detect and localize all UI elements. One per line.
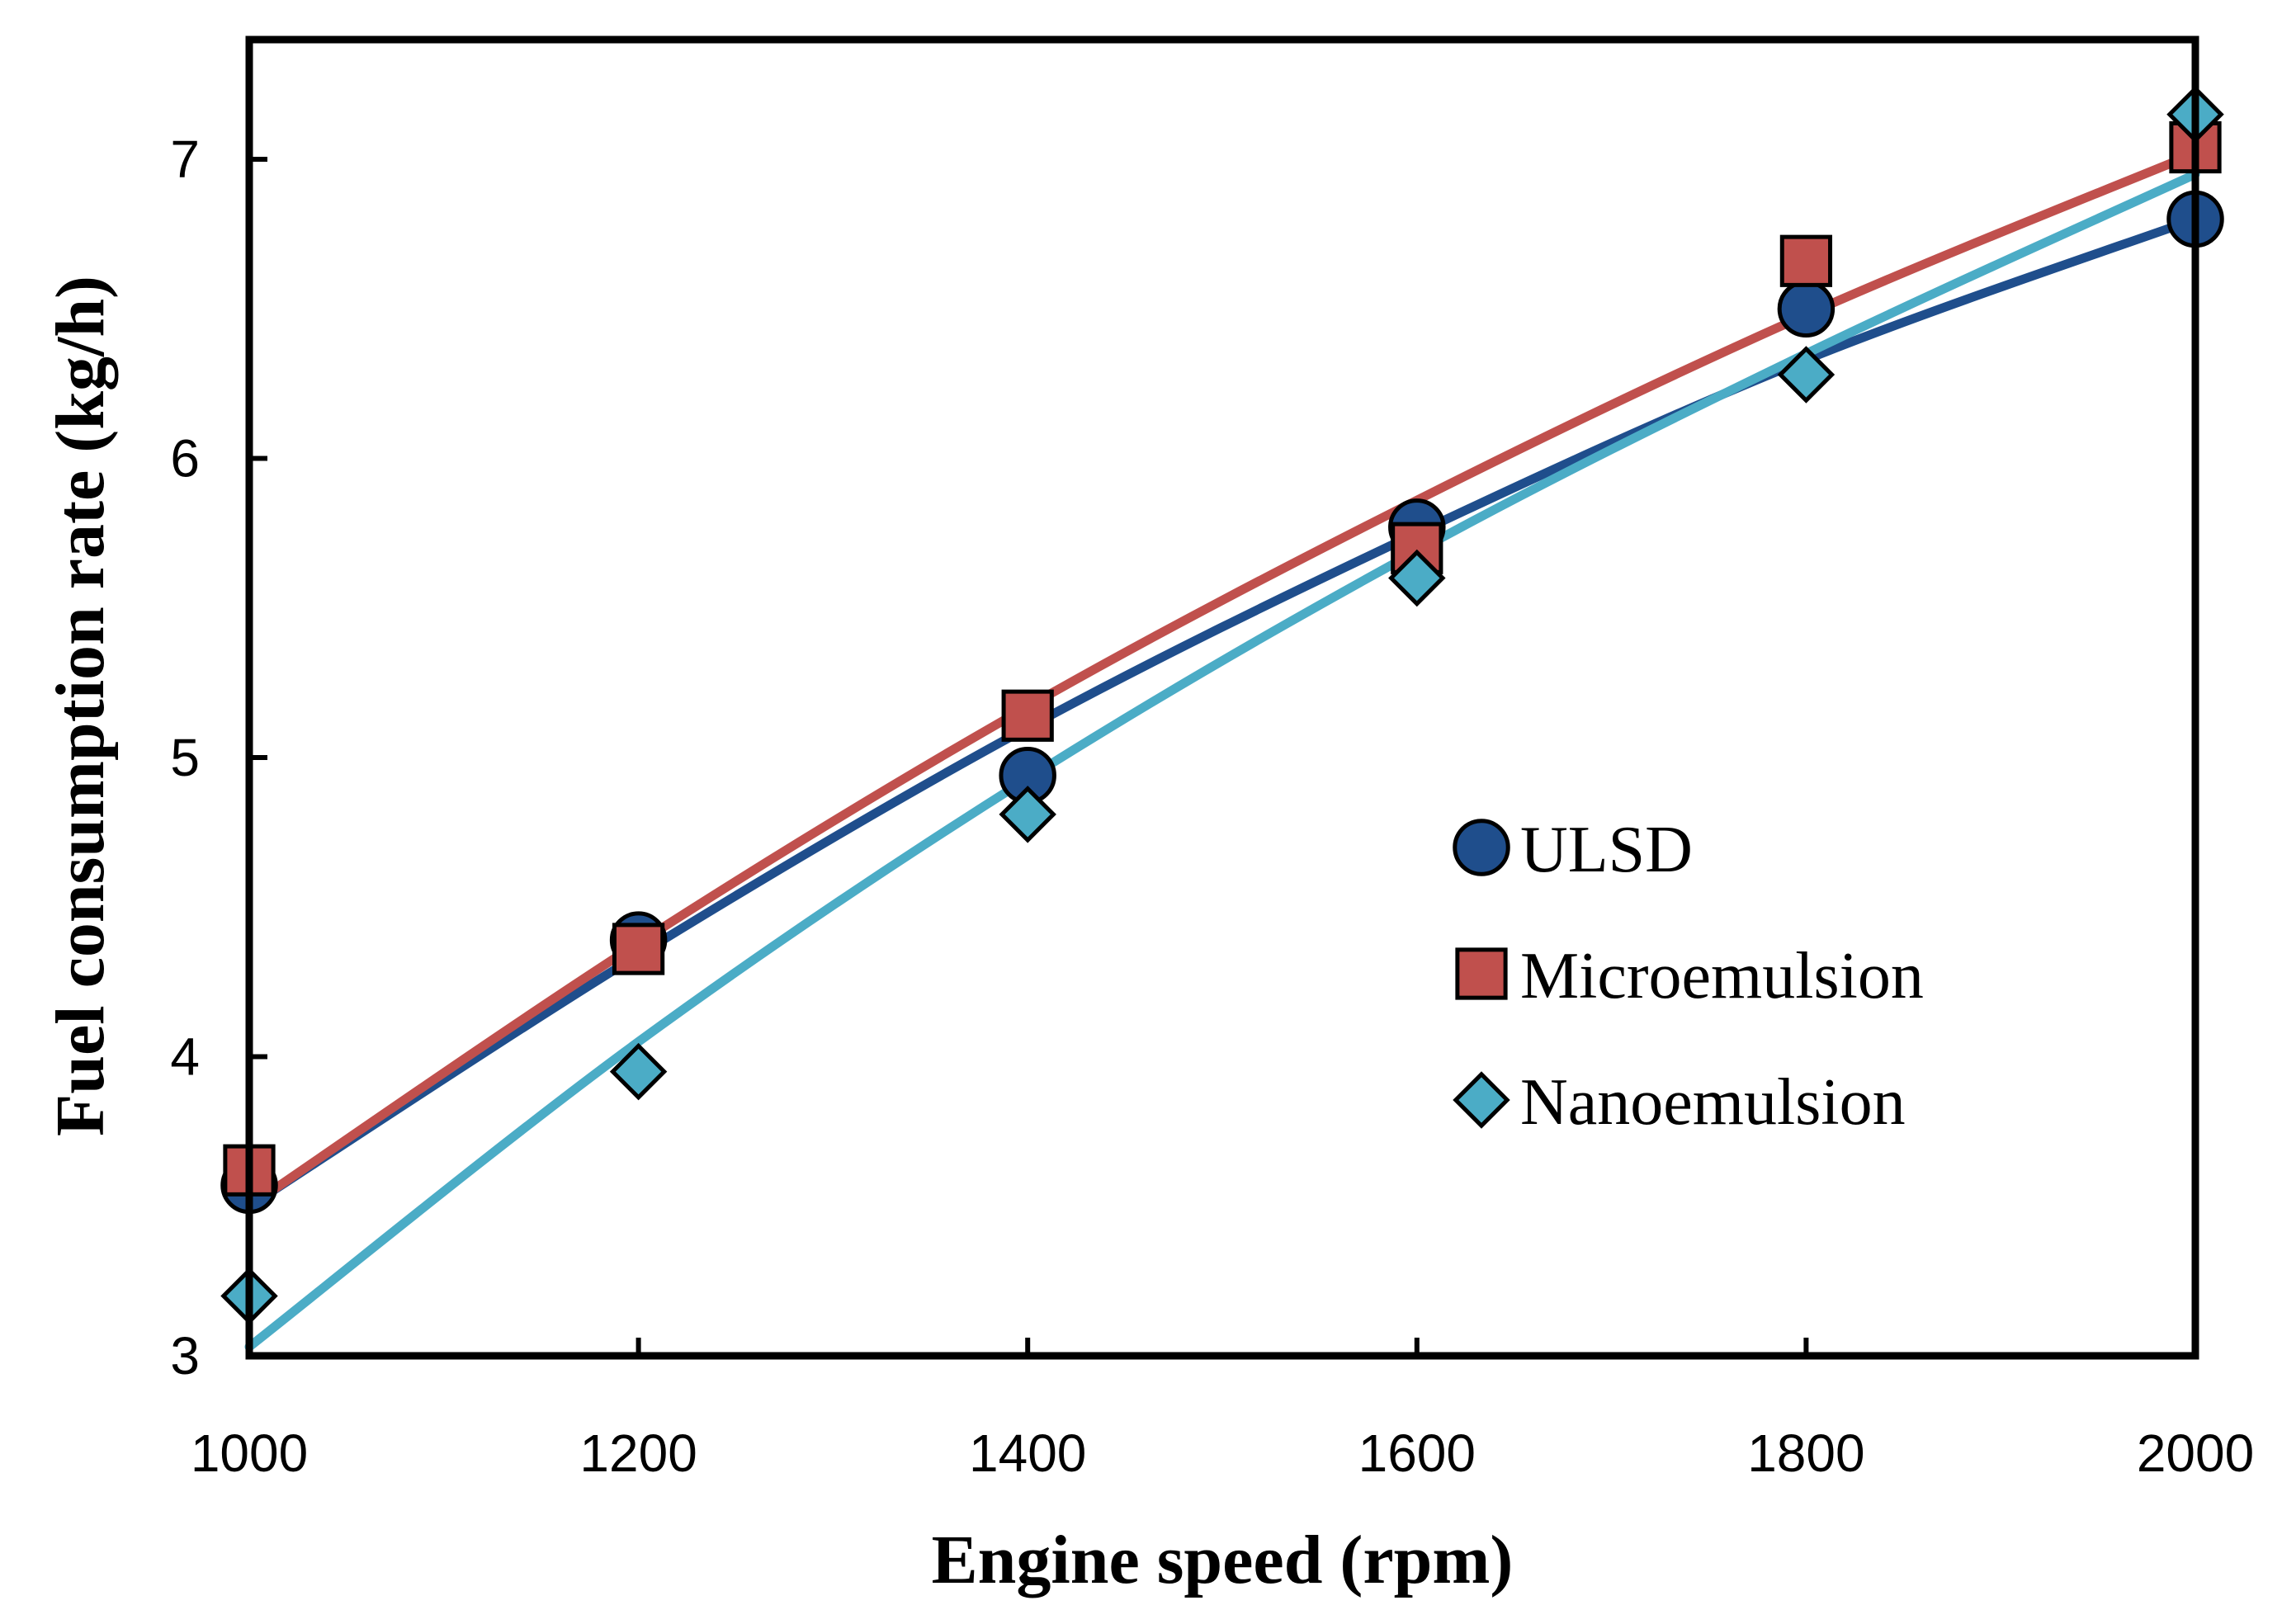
legend: ULSD Microemulsion Nanoemulsion — [1453, 814, 1924, 1139]
legend-marker-ulsd — [1453, 819, 1510, 876]
x-axis-title: Engine speed (rpm) — [932, 1522, 1514, 1598]
legend-item: Microemulsion — [1455, 940, 1924, 1013]
legend-item: ULSD — [1453, 814, 1693, 886]
x-tick-label: 1800 — [1747, 1423, 1864, 1483]
legend-label: Microemulsion — [1520, 940, 1924, 1013]
y-tick-label: 7 — [170, 130, 200, 189]
legend-label: ULSD — [1520, 814, 1693, 886]
series-ulsd — [220, 190, 2224, 1215]
x-tick-label: 1600 — [1358, 1423, 1476, 1483]
legend-marker-microemulsion — [1455, 947, 1508, 1000]
point-microemulsion — [1779, 234, 1833, 287]
point-ulsd — [1777, 280, 1836, 338]
x-tick-label: 2000 — [2137, 1423, 2254, 1483]
y-tick-label: 4 — [170, 1027, 200, 1087]
y-tick-label: 6 — [170, 429, 200, 489]
x-tick-label: 1000 — [191, 1423, 308, 1483]
point-nanoemulsion — [999, 786, 1056, 843]
series-nanoemulsion — [220, 85, 2224, 1325]
trendline-ulsd — [244, 215, 2200, 1211]
x-tick-label: 1200 — [579, 1423, 697, 1483]
y-tick-label: 3 — [170, 1326, 200, 1386]
y-tick-label: 5 — [170, 728, 200, 787]
legend-marker-nanoemulsion — [1453, 1071, 1510, 1129]
trendline-microemulsion — [244, 149, 2200, 1211]
trendline-nanoemulsion — [244, 169, 2200, 1352]
x-axis: 1000 1200 1400 1600 1800 2000 — [191, 1338, 2254, 1483]
legend-item: Nanoemulsion — [1453, 1066, 1906, 1139]
point-microemulsion — [612, 923, 665, 975]
data-markers — [220, 85, 2224, 1325]
y-axis-title: Fuel consumption rate (kg/h) — [42, 276, 119, 1136]
point-microemulsion — [1001, 689, 1054, 742]
trendlines — [244, 149, 2200, 1352]
point-nanoemulsion — [1388, 549, 1446, 607]
point-nanoemulsion — [1777, 346, 1836, 404]
plot-frame — [245, 35, 2199, 1360]
y-axis: 3 4 5 6 7 — [170, 130, 267, 1386]
x-tick-label: 1400 — [969, 1423, 1086, 1483]
legend-label: Nanoemulsion — [1520, 1066, 1906, 1139]
point-nanoemulsion — [609, 1042, 668, 1101]
